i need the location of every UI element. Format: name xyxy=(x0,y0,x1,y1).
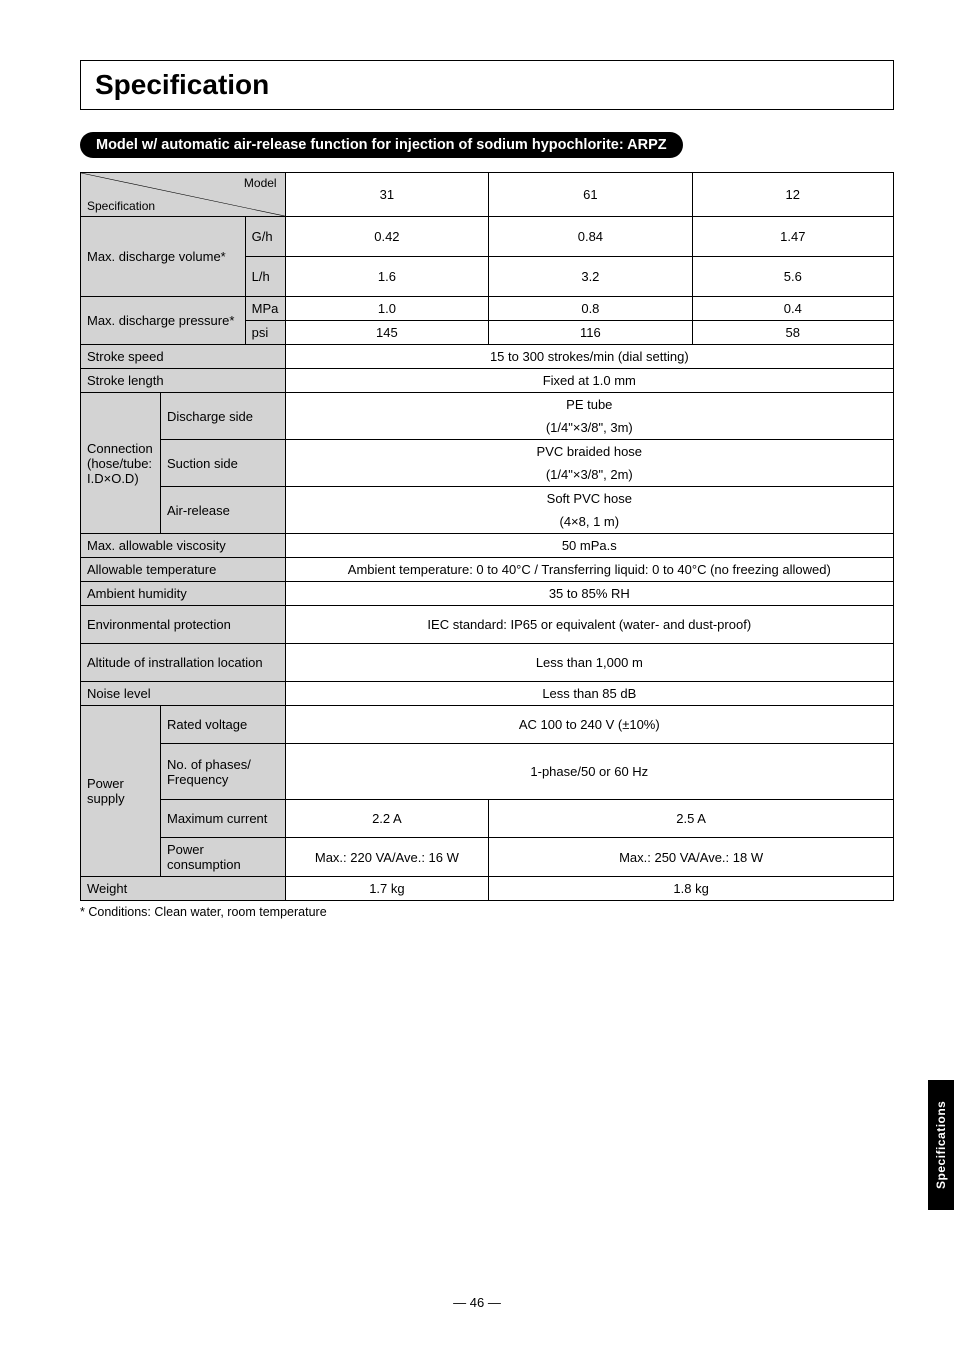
row-label: Weight xyxy=(81,877,286,901)
row-label: Power supply xyxy=(81,706,161,877)
sub-label: Suction side xyxy=(160,440,285,487)
cell: Ambient temperature: 0 to 40°C / Transfe… xyxy=(285,558,893,582)
cell: PE tube xyxy=(285,393,893,417)
cell: 35 to 85% RH xyxy=(285,582,893,606)
cell: (1/4"×3/8", 3m) xyxy=(285,416,893,440)
cell: AC 100 to 240 V (±10%) xyxy=(285,706,893,744)
cell: PVC braided hose xyxy=(285,440,893,464)
sub-label: No. of phases/ Frequency xyxy=(160,744,285,800)
cell: 0.4 xyxy=(692,297,893,321)
cell: 2.2 A xyxy=(285,800,489,838)
unit-label: MPa xyxy=(245,297,285,321)
cell: Max.: 250 VA/Ave.: 18 W xyxy=(489,838,894,877)
cell: 2.5 A xyxy=(489,800,894,838)
row-label: Connection (hose/tube: I.D×O.D) xyxy=(81,393,161,534)
row-label: Max. allowable viscosity xyxy=(81,534,286,558)
cell: 5.6 xyxy=(692,257,893,297)
cell: (4×8, 1 m) xyxy=(285,510,893,534)
row-label: Allowable temperature xyxy=(81,558,286,582)
row-label: Stroke length xyxy=(81,369,286,393)
cell: 116 xyxy=(489,321,692,345)
cell: (1/4"×3/8", 2m) xyxy=(285,463,893,487)
unit-label: L/h xyxy=(245,257,285,297)
row-label: Max. discharge pressure* xyxy=(81,297,246,345)
row-label: Altitude of instrallation location xyxy=(81,644,286,682)
cell: Max.: 220 VA/Ave.: 16 W xyxy=(285,838,489,877)
header-model-label: Model xyxy=(244,176,277,190)
row-label: Environmental protection xyxy=(81,606,286,644)
cell: 1.0 xyxy=(285,297,489,321)
model-col-1: 61 xyxy=(489,173,692,217)
cell: 1.6 xyxy=(285,257,489,297)
model-col-0: 31 xyxy=(285,173,489,217)
page-number: — 46 — xyxy=(0,1295,954,1310)
cell: 1.8 kg xyxy=(489,877,894,901)
row-label: Ambient humidity xyxy=(81,582,286,606)
cell: 50 mPa.s xyxy=(285,534,893,558)
cell: 1.47 xyxy=(692,217,893,257)
row-label: Stroke speed xyxy=(81,345,286,369)
page-title-box: Specification xyxy=(80,60,894,110)
sub-label: Air-release xyxy=(160,487,285,534)
cell: Fixed at 1.0 mm xyxy=(285,369,893,393)
footnote: * Conditions: Clean water, room temperat… xyxy=(80,905,894,919)
cell: 3.2 xyxy=(489,257,692,297)
unit-label: psi xyxy=(245,321,285,345)
header-diagonal-cell: Model Specification xyxy=(81,173,286,217)
cell: IEC standard: IP65 or equivalent (water-… xyxy=(285,606,893,644)
cell: Soft PVC hose xyxy=(285,487,893,511)
page-title: Specification xyxy=(95,69,879,101)
sub-label: Maximum current xyxy=(160,800,285,838)
cell: 15 to 300 strokes/min (dial setting) xyxy=(285,345,893,369)
side-tab: Specifications xyxy=(928,1080,954,1210)
spec-table: Model Specification 31 61 12 Max. discha… xyxy=(80,172,894,901)
row-label: Noise level xyxy=(81,682,286,706)
cell: 145 xyxy=(285,321,489,345)
header-spec-label: Specification xyxy=(87,199,155,213)
cell: 1-phase/50 or 60 Hz xyxy=(285,744,893,800)
sub-label: Rated voltage xyxy=(160,706,285,744)
model-col-2: 12 xyxy=(692,173,893,217)
cell: 0.84 xyxy=(489,217,692,257)
cell: 0.42 xyxy=(285,217,489,257)
row-label: Max. discharge volume* xyxy=(81,217,246,297)
cell: 0.8 xyxy=(489,297,692,321)
unit-label: G/h xyxy=(245,217,285,257)
sub-label: Discharge side xyxy=(160,393,285,440)
section-subheading: Model w/ automatic air-release function … xyxy=(80,132,683,158)
cell: Less than 1,000 m xyxy=(285,644,893,682)
cell: Less than 85 dB xyxy=(285,682,893,706)
cell: 1.7 kg xyxy=(285,877,489,901)
cell: 58 xyxy=(692,321,893,345)
sub-label: Power consumption xyxy=(160,838,285,877)
